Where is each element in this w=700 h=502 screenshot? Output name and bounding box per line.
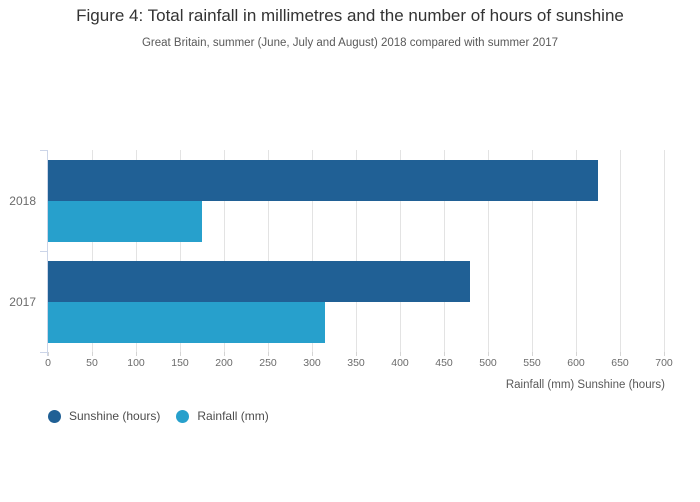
category-label-2017: 2017 <box>9 294 36 309</box>
x-tick-600 <box>575 352 577 356</box>
gridline-250 <box>267 150 269 352</box>
legend: Sunshine (hours) Rainfall (mm) <box>48 409 269 423</box>
gridline-300 <box>311 150 313 352</box>
x-tick-label-700: 700 <box>655 357 673 369</box>
x-tick-label-0: 0 <box>45 357 51 369</box>
y-axis-tick-0 <box>40 149 47 151</box>
gridline-50 <box>91 150 93 352</box>
x-tick-label-550: 550 <box>523 357 541 369</box>
x-tick-350 <box>355 352 357 356</box>
bar-2018-sunshine <box>48 159 598 201</box>
gridline-600 <box>575 150 577 352</box>
x-tick-label-400: 400 <box>391 357 409 369</box>
x-tick-label-250: 250 <box>259 357 277 369</box>
x-tick-50 <box>91 352 93 356</box>
x-tick-label-200: 200 <box>215 357 233 369</box>
x-tick-label-450: 450 <box>435 357 453 369</box>
gridline-200 <box>223 150 225 352</box>
x-tick-450 <box>443 352 445 356</box>
x-tick-label-150: 150 <box>171 357 189 369</box>
x-axis-title: Rainfall (mm) Sunshine (hours) <box>505 379 665 391</box>
bar-2018-rainfall <box>48 200 202 242</box>
legend-item-sunshine: Sunshine (hours) <box>48 409 160 423</box>
y-axis-tick-1 <box>40 250 47 252</box>
legend-label-sunshine: Sunshine (hours) <box>69 409 161 423</box>
x-tick-label-50: 50 <box>86 357 98 369</box>
x-tick-700 <box>663 352 665 356</box>
x-tick-150 <box>179 352 181 356</box>
gridline-400 <box>399 150 401 352</box>
bar-2017-sunshine <box>48 260 471 302</box>
x-tick-label-300: 300 <box>303 357 321 369</box>
gridline-550 <box>531 150 533 352</box>
x-tick-650 <box>619 352 621 356</box>
gridline-700 <box>663 150 665 352</box>
bar-2017-rainfall <box>48 301 326 343</box>
x-tick-550 <box>531 352 533 356</box>
legend-item-rainfall: Rainfall (mm) <box>176 409 269 423</box>
x-tick-label-350: 350 <box>347 357 365 369</box>
rainfall-legend-dot-icon <box>176 409 190 423</box>
legend-label-rainfall: Rainfall (mm) <box>197 409 269 423</box>
x-tick-400 <box>399 352 401 356</box>
gridline-100 <box>135 150 137 352</box>
sunshine-legend-dot-icon <box>48 409 61 423</box>
x-tick-250 <box>267 352 269 356</box>
x-tick-300 <box>311 352 313 356</box>
x-tick-100 <box>135 352 137 356</box>
x-tick-label-650: 650 <box>611 357 629 369</box>
gridline-350 <box>355 150 357 352</box>
gridline-500 <box>487 150 489 352</box>
x-tick-200 <box>223 352 225 356</box>
chart-subtitle: Great Britain, summer (June, July and Au… <box>141 37 559 49</box>
gridline-650 <box>619 150 621 352</box>
gridline-450 <box>443 150 445 352</box>
x-tick-label-600: 600 <box>567 357 585 369</box>
chart-title: Figure 4: Total rainfall in millimetres … <box>76 6 624 25</box>
gridline-150 <box>179 150 181 352</box>
category-label-2018: 2018 <box>9 193 36 208</box>
x-tick-500 <box>487 352 489 356</box>
x-tick-label-500: 500 <box>479 357 497 369</box>
y-axis-tick-2 <box>40 351 47 353</box>
x-tick-label-100: 100 <box>127 357 145 369</box>
y-axis-line <box>46 150 48 356</box>
x-tick-0 <box>47 352 49 356</box>
